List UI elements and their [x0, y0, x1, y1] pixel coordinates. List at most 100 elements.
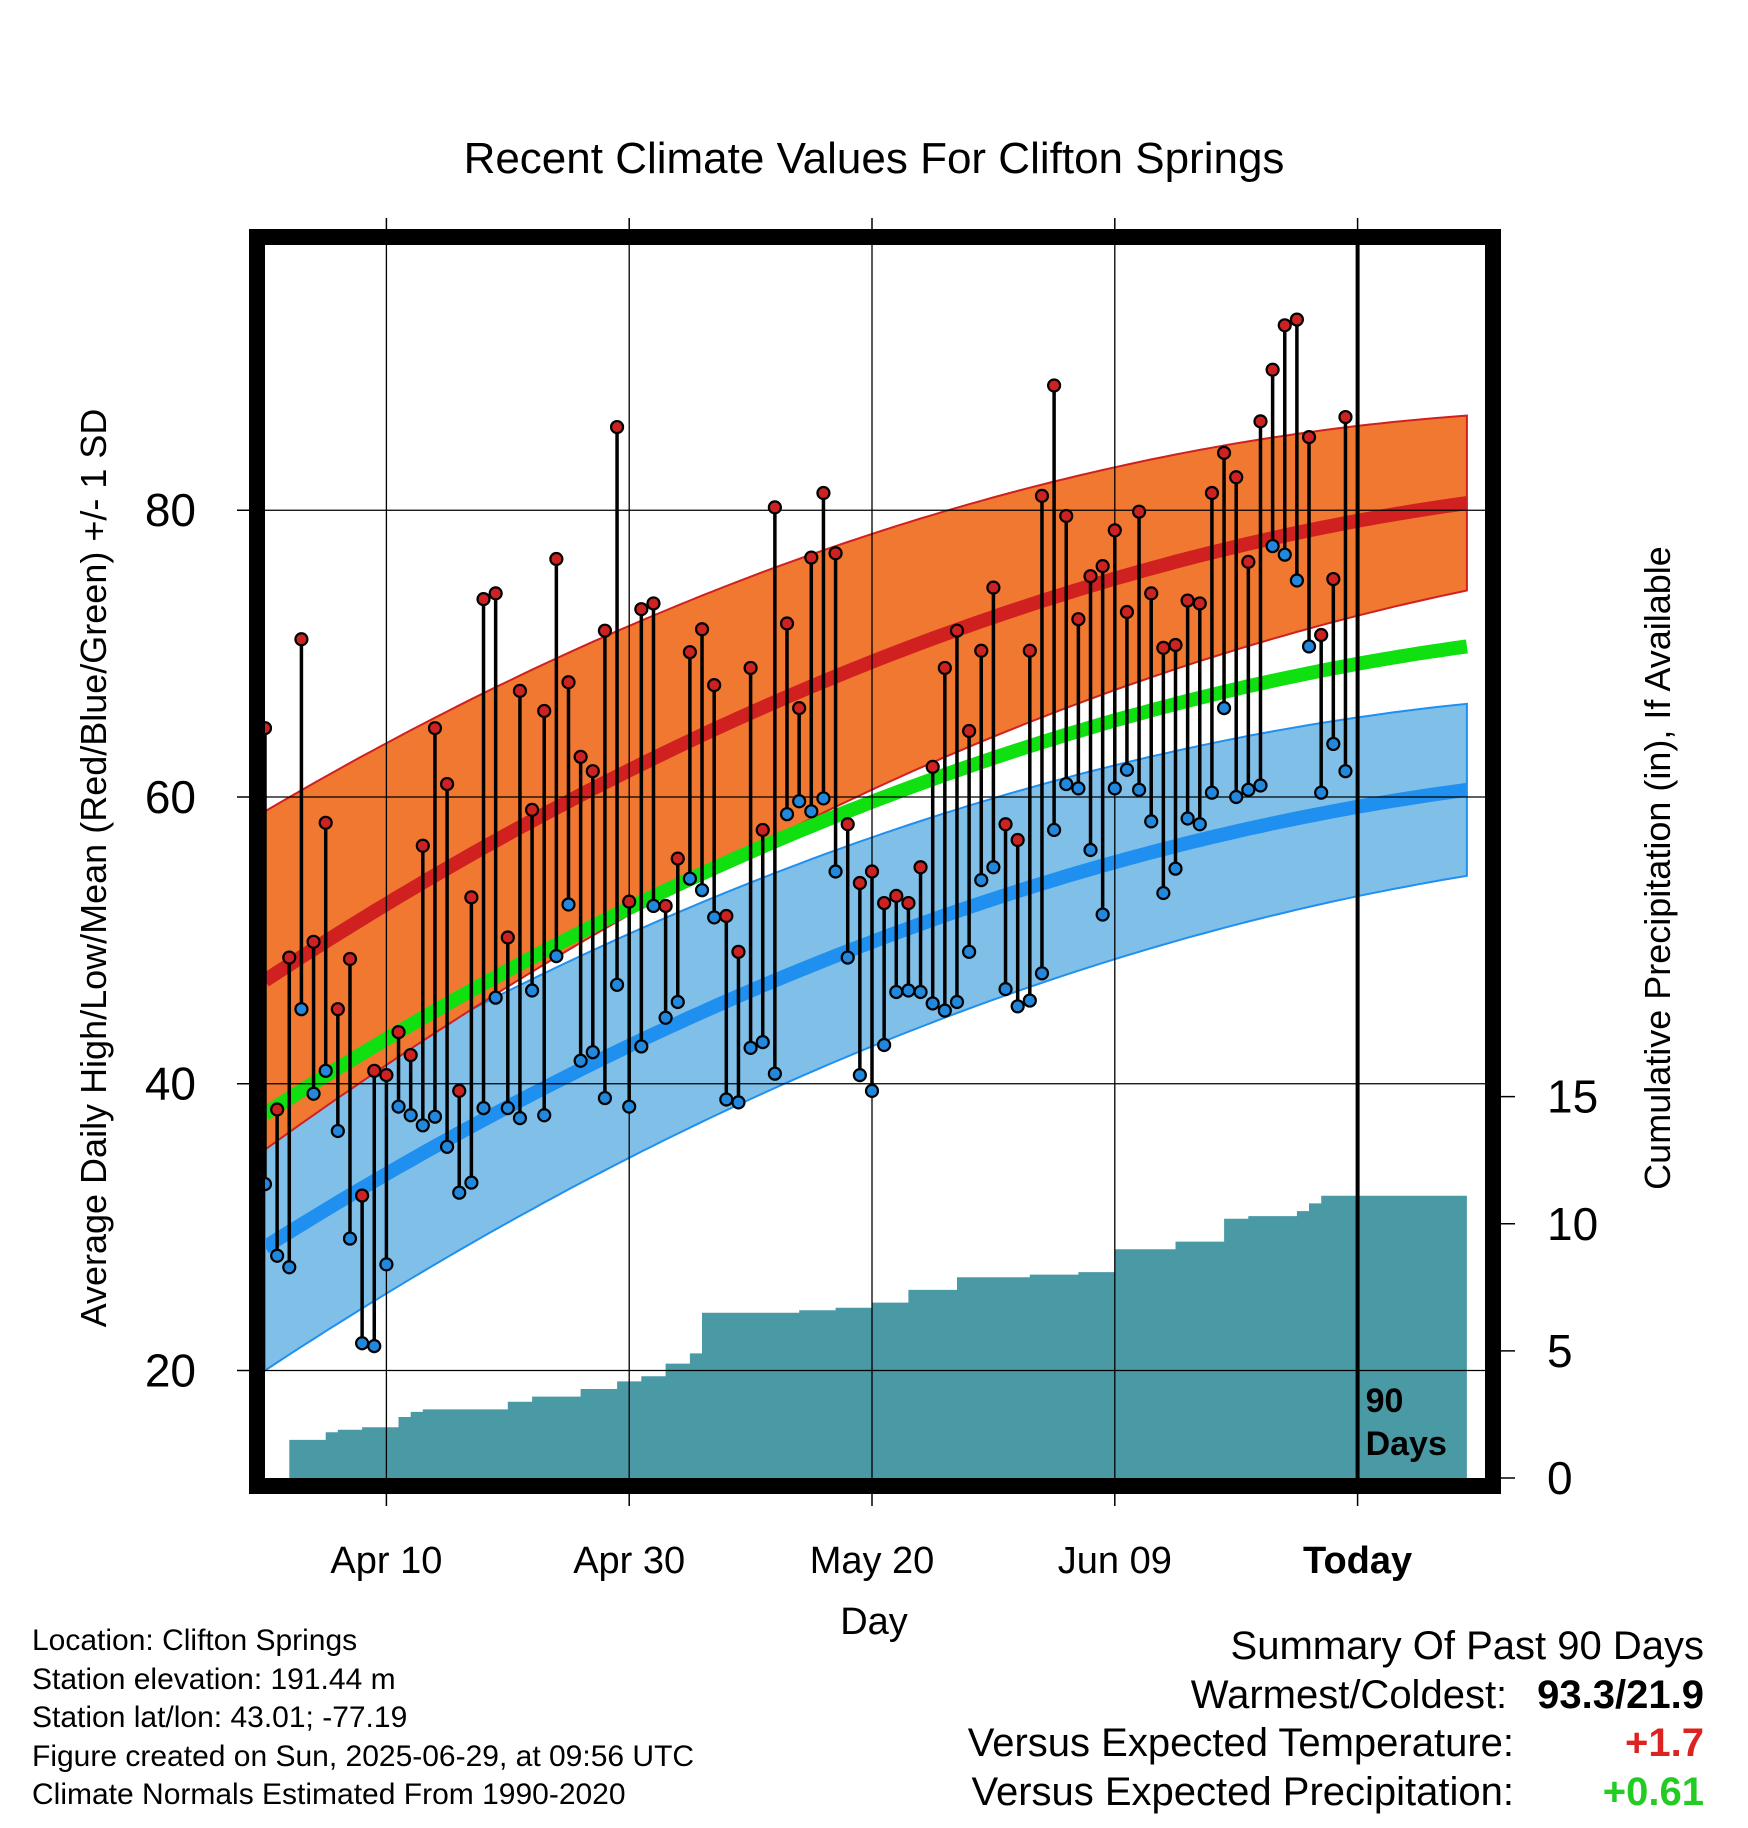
observed-high-point [585, 764, 600, 779]
observed-high-point [1095, 559, 1110, 574]
normal-mean-line [261, 639, 1468, 1120]
observed-low-point [755, 1035, 770, 1050]
today-label-line1: 90 [1366, 1382, 1404, 1420]
observed-high-point [427, 721, 443, 736]
x-tick-label: Apr 30 [573, 1540, 685, 1582]
observed-low-point [282, 1260, 297, 1275]
observed-low-point [427, 1109, 443, 1124]
observed-low-point [1095, 907, 1110, 922]
observed-low-point [270, 1248, 285, 1263]
observed-high-point [889, 888, 904, 904]
observed-low-point [318, 1063, 333, 1078]
plot-frame [249, 229, 1501, 1494]
observed-low-point [889, 984, 904, 1000]
observed-high-point [901, 895, 916, 911]
observed-high-point [840, 817, 855, 832]
observed-high-point [1119, 604, 1135, 620]
observed-low-point [1131, 782, 1147, 797]
observed-high-point [476, 592, 491, 607]
observed-low-point [828, 864, 843, 879]
observed-high-point [1326, 571, 1341, 587]
observed-low-point [1144, 814, 1159, 829]
observed-high-point [1059, 508, 1074, 524]
observed-low-point [367, 1338, 382, 1354]
observed-high-point [634, 602, 649, 617]
observed-high-point [391, 1025, 406, 1040]
y2-axis-label: Cumulative Precipitation (in), If Availa… [1637, 546, 1678, 1190]
observed-high-point [852, 875, 867, 891]
observed-high-point [743, 660, 758, 676]
observed-low-point [767, 1066, 782, 1081]
observed-high-point [828, 546, 843, 561]
observed-high-point [549, 551, 564, 567]
observed-high-point [1144, 586, 1159, 601]
observed-high-point [561, 675, 576, 690]
observed-low-point [743, 1040, 758, 1055]
observed-high-point [804, 550, 819, 565]
observed-low-point [1216, 700, 1232, 716]
observed-high-point [658, 898, 673, 914]
observed-low-point [512, 1111, 528, 1126]
observed-low-point [1034, 966, 1050, 981]
observed-high-point [379, 1068, 394, 1083]
observed-high-point [500, 930, 515, 945]
observed-high-point [755, 822, 770, 838]
observed-high-point [1131, 504, 1147, 519]
observed-low-point [464, 1175, 479, 1190]
observed-high-point [937, 660, 952, 676]
observed-low-point [597, 1090, 613, 1106]
observed-high-point [1071, 612, 1086, 627]
observed-low-point [1071, 781, 1086, 796]
precip-label: Versus Expected Precipitation: [971, 1769, 1514, 1814]
today-label-line2: Days [1366, 1425, 1447, 1463]
observed-low-point [1265, 538, 1280, 554]
observed-high-point [1168, 637, 1183, 653]
observed-low-point [403, 1108, 418, 1123]
precip-value: +0.61 [1602, 1769, 1704, 1814]
observed-high-point [342, 951, 358, 967]
observed-low-point [500, 1100, 515, 1116]
precipitation-area [265, 1195, 1467, 1478]
observed-high-point [877, 895, 892, 911]
observed-low-point [1326, 736, 1341, 752]
temp-value: +1.7 [1625, 1721, 1704, 1765]
observed-high-point [306, 934, 321, 949]
observed-high-point [1107, 523, 1122, 538]
summary-title: Summary Of Past 90 Days [1230, 1624, 1704, 1668]
temp-label: Versus Expected Temperature: [967, 1721, 1514, 1765]
normal-high-line [261, 496, 1468, 987]
summary-panel: Summary Of Past 90 Days Warmest/Coldest:… [968, 1622, 1704, 1816]
observed-high-point [1022, 643, 1037, 658]
observed-low-point [731, 1095, 746, 1110]
observed-high-point [1314, 627, 1329, 643]
y2-tick-label: 5 [1547, 1325, 1573, 1377]
warmest-label: Warmest/Coldest: [1190, 1672, 1508, 1717]
observed-low-point [1229, 789, 1244, 805]
observed-high-point [318, 815, 333, 830]
observed-high-point [1277, 318, 1292, 333]
observed-high-point [415, 838, 430, 853]
y-tick-label: 80 [145, 484, 196, 536]
station-info: Location: Clifton Springs Station elevat… [32, 1622, 694, 1815]
observed-low-point [391, 1099, 406, 1114]
observed-high-point [622, 894, 637, 909]
normal-low-line [261, 782, 1468, 1254]
observed-high-point [779, 616, 795, 631]
observed-high-point [1338, 409, 1353, 425]
observed-high-point [1156, 640, 1171, 655]
summary-temp-row: Versus Expected Temperature: +1.7 [968, 1719, 1704, 1768]
y-tick-label: 60 [145, 771, 196, 823]
observed-high-point [1192, 596, 1207, 611]
observed-high-point [1180, 593, 1195, 608]
observed-high-point [792, 700, 807, 716]
observed-low-point [355, 1336, 370, 1351]
y-tick-label: 20 [145, 1344, 196, 1396]
observed-high-point [1216, 445, 1232, 460]
observed-low-point [949, 994, 965, 1010]
observed-low-point [452, 1185, 467, 1200]
observed-low-point [524, 983, 540, 998]
observed-low-point [1107, 781, 1122, 796]
observed-low-point [1046, 822, 1062, 838]
observed-low-point [1277, 547, 1292, 562]
